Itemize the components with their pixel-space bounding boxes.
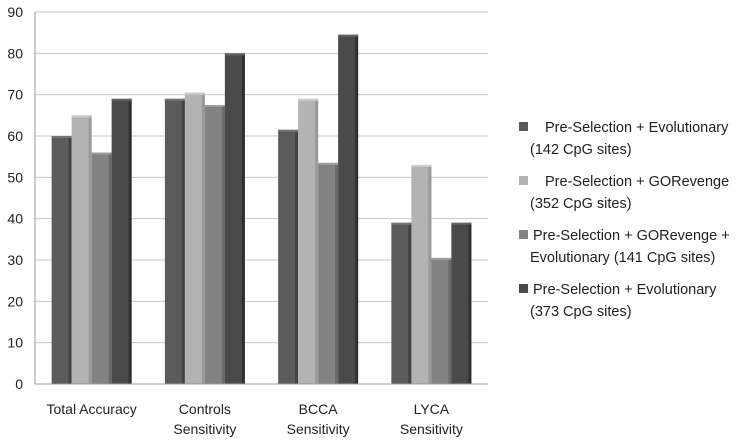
bar (338, 34, 359, 384)
axes (34, 12, 488, 385)
y-tick-label: 40 (7, 211, 23, 227)
x-category-label: Sensitivity (173, 421, 236, 437)
y-tick-label: 10 (7, 335, 23, 351)
x-axis-categories: Total Accuracy Controls Sensitivity BCCA Sen… (46, 401, 462, 437)
bar (318, 162, 339, 384)
x-category-label: LYCA (414, 401, 450, 417)
legend-item: Pre-Selection + GORevenge (352 CpG sites) (519, 174, 729, 212)
bar (391, 222, 412, 384)
legend-swatch (519, 176, 528, 185)
legend-label: Pre-Selection + GORevenge (545, 174, 729, 190)
legend-label: (142 CpG sites) (530, 142, 632, 158)
x-category-label: Total Accuracy (46, 401, 136, 417)
legend-swatch (519, 230, 528, 239)
y-tick-label: 50 (7, 169, 23, 185)
legend-label: (373 CpG sites) (530, 304, 632, 320)
legend-swatch (519, 284, 528, 293)
bar (224, 53, 245, 384)
bar (204, 105, 225, 384)
legend: Pre-Selection + Evolutionary (142 CpG sit… (519, 120, 730, 320)
bar (111, 98, 132, 385)
legend-label: Pre-Selection + Evolutionary (545, 120, 729, 136)
legend-item: Pre-Selection + Evolutionary (373 CpG sit… (519, 282, 717, 320)
y-tick-label: 0 (15, 376, 23, 392)
x-category-label: Sensitivity (400, 421, 463, 437)
bars (51, 34, 472, 385)
y-tick-label: 20 (7, 293, 23, 309)
y-tick-label: 70 (7, 87, 23, 103)
legend-item: Pre-Selection + Evolutionary (142 CpG sit… (519, 120, 729, 158)
y-tick-label: 90 (7, 4, 23, 20)
y-axis-ticks: 0 10 20 30 40 50 60 70 80 90 (7, 4, 23, 392)
legend-swatch (519, 122, 528, 131)
bar (164, 98, 185, 385)
legend-label: Evolutionary (141 CpG sites) (530, 250, 715, 266)
bar (278, 129, 299, 384)
legend-label: Pre-Selection + GORevenge + (533, 228, 730, 244)
x-category-label: BCCA (299, 401, 339, 417)
x-category-label: Sensitivity (287, 421, 350, 437)
legend-label: (352 CpG sites) (530, 196, 632, 212)
x-category-label: Controls (179, 401, 231, 417)
bar (184, 92, 205, 384)
y-tick-label: 30 (7, 252, 23, 268)
legend-item: Pre-Selection + GORevenge + Evolutionary … (519, 228, 730, 266)
y-tick-label: 80 (7, 45, 23, 61)
legend-label: Pre-Selection + Evolutionary (533, 282, 717, 298)
y-tick-label: 60 (7, 128, 23, 144)
bar (298, 98, 319, 385)
bar (431, 257, 452, 384)
bar (51, 136, 72, 384)
bar (451, 222, 472, 384)
bar (91, 152, 112, 384)
bar (411, 164, 432, 384)
bar (71, 115, 92, 384)
